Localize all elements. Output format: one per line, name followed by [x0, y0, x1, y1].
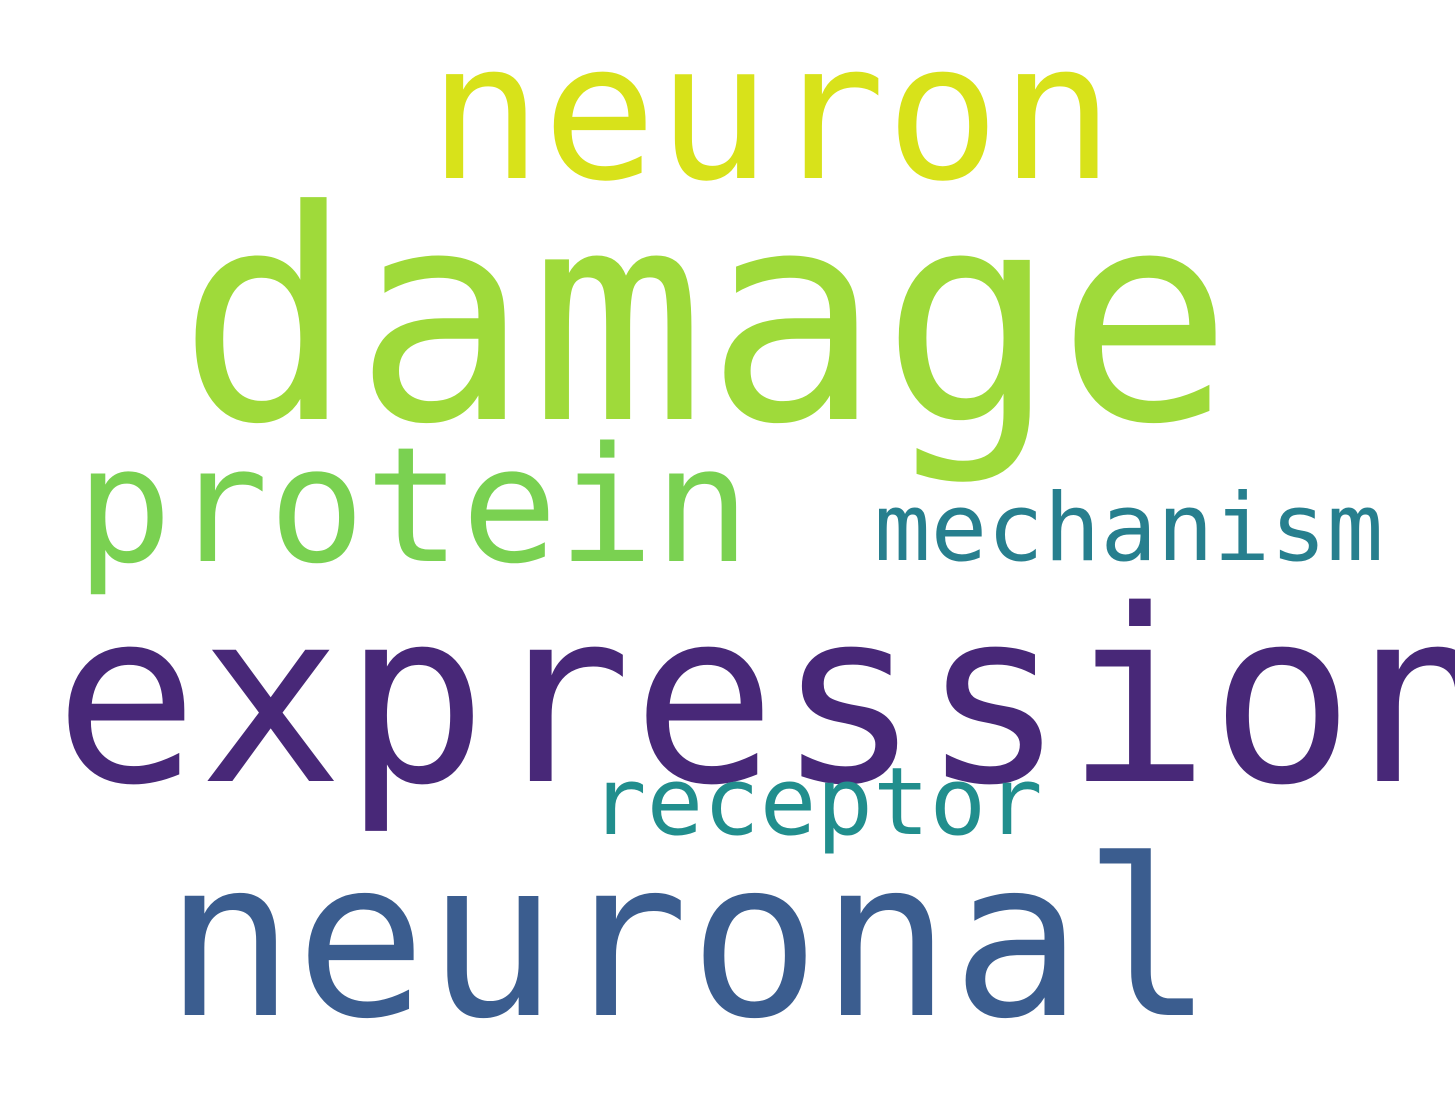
- word-protein: protein: [76, 412, 751, 599]
- word-receptor: receptor: [590, 748, 1043, 857]
- word-neuronal: neuronal: [164, 814, 1214, 1067]
- word-expression: expression: [54, 558, 1455, 838]
- word-neuron: neuron: [428, 2, 1115, 223]
- word-damage: damage: [178, 148, 1233, 488]
- word-mechanism: mechanism: [874, 474, 1384, 583]
